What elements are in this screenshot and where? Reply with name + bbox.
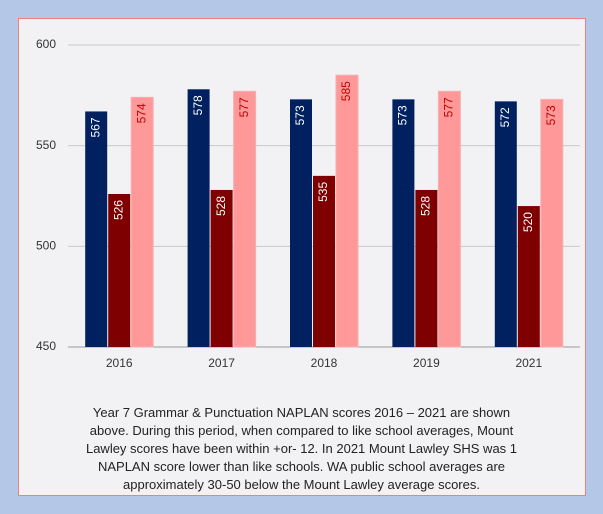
caption-line: above. During this period, when compared… bbox=[89, 423, 514, 438]
y-tick-label: 500 bbox=[36, 239, 56, 253]
bar bbox=[85, 111, 108, 347]
data-label: 528 bbox=[419, 196, 433, 216]
bar bbox=[437, 90, 461, 348]
data-label: 577 bbox=[237, 97, 251, 117]
bar bbox=[335, 74, 359, 348]
x-tick-label: 2021 bbox=[515, 356, 542, 370]
bar bbox=[517, 206, 540, 347]
bar bbox=[233, 90, 257, 348]
x-tick-label: 2017 bbox=[208, 356, 235, 370]
data-label: 577 bbox=[442, 97, 456, 117]
y-tick-label: 600 bbox=[36, 37, 56, 51]
caption-line: approximately 30-50 below the Mount Lawl… bbox=[123, 477, 480, 492]
bar bbox=[210, 189, 233, 347]
bar bbox=[313, 175, 335, 347]
x-tick-label: 2018 bbox=[311, 356, 338, 370]
caption: Year 7 Grammar & Punctuation NAPLAN scor… bbox=[0, 404, 603, 494]
data-label: 567 bbox=[88, 117, 102, 137]
bar bbox=[540, 98, 564, 348]
bar bbox=[108, 193, 131, 347]
data-label: 528 bbox=[214, 196, 228, 216]
y-tick-label: 550 bbox=[36, 138, 56, 152]
caption-line: Lawley scores have been within +or- 12. … bbox=[85, 441, 518, 456]
bar bbox=[415, 189, 438, 347]
data-label: 578 bbox=[191, 95, 205, 115]
data-label: 585 bbox=[339, 81, 353, 101]
data-label: 574 bbox=[134, 103, 148, 123]
data-label: 573 bbox=[544, 105, 558, 125]
caption-line: Year 7 Grammar & Punctuation NAPLAN scor… bbox=[92, 405, 511, 420]
bar bbox=[187, 89, 210, 347]
data-label: 573 bbox=[293, 105, 307, 125]
x-tick-label: 2016 bbox=[106, 356, 133, 370]
x-tick-label: 2019 bbox=[413, 356, 440, 370]
bar bbox=[494, 101, 517, 347]
caption-line: NAPLAN score lower than like schools. WA… bbox=[97, 459, 506, 474]
bar bbox=[290, 99, 312, 347]
data-label: 526 bbox=[111, 200, 125, 220]
bar bbox=[130, 96, 154, 348]
data-label: 535 bbox=[316, 182, 330, 202]
bar bbox=[392, 99, 415, 347]
y-tick-label: 450 bbox=[36, 339, 56, 353]
data-label: 520 bbox=[521, 212, 535, 232]
data-label: 573 bbox=[396, 105, 410, 125]
data-label: 572 bbox=[498, 107, 512, 127]
